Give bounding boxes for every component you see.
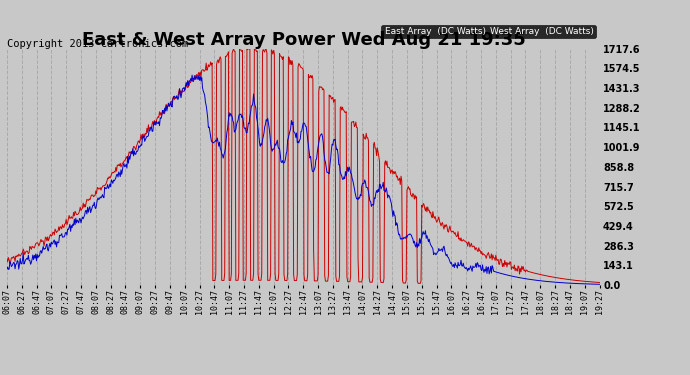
Title: East & West Array Power Wed Aug 21 19:35: East & West Array Power Wed Aug 21 19:35	[81, 31, 526, 49]
Text: Copyright 2013 Cartronics.com: Copyright 2013 Cartronics.com	[7, 39, 188, 50]
Legend: East Array  (DC Watts), West Array  (DC Watts): East Array (DC Watts), West Array (DC Wa…	[381, 25, 595, 38]
